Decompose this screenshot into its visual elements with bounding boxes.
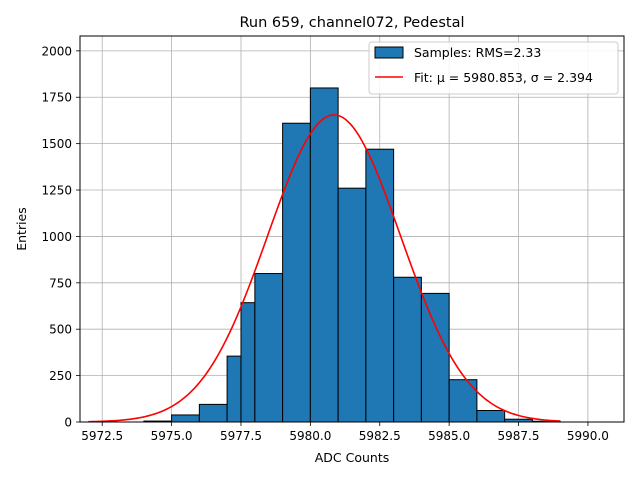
y-tick-label: 2000 — [41, 44, 72, 58]
x-tick-label: 5982.5 — [359, 429, 401, 443]
histogram-bar — [226, 355, 242, 423]
x-tick-label: 5975.0 — [151, 429, 193, 443]
legend: Samples: RMS=2.33 Fit: μ = 5980.853, σ =… — [368, 41, 619, 95]
legend-box — [368, 41, 619, 95]
histogram-bar — [337, 187, 367, 423]
histogram-bar — [254, 273, 284, 423]
chart-title: Run 659, channel072, Pedestal — [239, 15, 464, 31]
x-tick-label: 5980.0 — [289, 429, 331, 443]
histogram-bar — [282, 122, 311, 423]
legend-label-fit: Fit: μ = 5980.853, σ = 2.394 — [414, 70, 593, 85]
legend-label-samples: Samples: RMS=2.33 — [414, 45, 541, 60]
y-tick-label: 1500 — [41, 137, 72, 151]
histogram-bar — [393, 276, 422, 423]
y-axis-label: Entries — [14, 207, 29, 251]
y-tick-label: 750 — [49, 276, 72, 290]
x-axis-label: ADC Counts — [315, 450, 390, 465]
histogram-bar — [476, 409, 506, 423]
histogram-bars — [143, 87, 561, 423]
x-tick-label: 5990.0 — [567, 429, 609, 443]
y-tick-label: 1750 — [41, 91, 72, 105]
x-tick-label: 5972.5 — [81, 429, 123, 443]
y-axis-ticks: 0 250 500 750 1000 1250 1500 1750 2000 — [41, 44, 80, 430]
histogram-bar — [309, 87, 339, 423]
y-tick-label: 250 — [49, 369, 72, 383]
x-axis-ticks: 5972.5 5975.0 5977.5 5980.0 5982.5 5985.0 5987… — [81, 422, 609, 443]
x-tick-label: 5987.5 — [498, 429, 540, 443]
legend-swatch-samples — [374, 46, 404, 59]
histogram-bar — [420, 292, 450, 423]
y-tick-label: 500 — [49, 323, 72, 337]
x-tick-label: 5985.0 — [428, 429, 470, 443]
y-tick-label: 1250 — [41, 184, 72, 198]
y-tick-label: 1000 — [41, 230, 72, 244]
histogram-bar — [365, 148, 395, 423]
y-tick-label: 0 — [64, 416, 72, 430]
histogram-bar — [198, 403, 228, 423]
fit-curve — [88, 114, 561, 423]
x-tick-label: 5977.5 — [220, 429, 262, 443]
histogram-bar — [240, 302, 256, 423]
plot-frame — [79, 35, 625, 423]
histogram-bar — [171, 414, 200, 423]
